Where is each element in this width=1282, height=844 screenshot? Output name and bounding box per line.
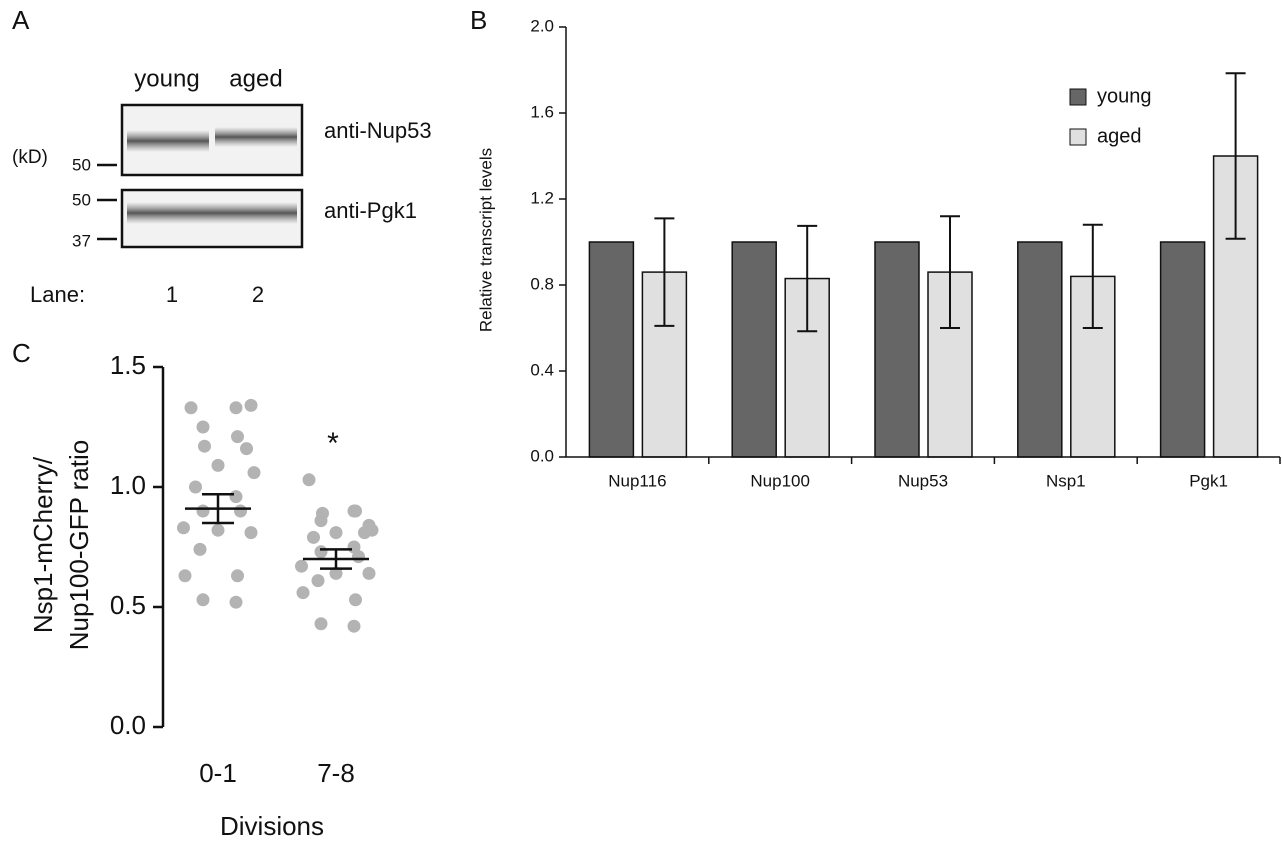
panel-label: A	[12, 5, 30, 35]
y-tick-label: 0.8	[530, 274, 554, 293]
data-point	[231, 569, 244, 582]
y-tick-label: 1.6	[530, 102, 554, 121]
legend-swatch	[1070, 89, 1086, 105]
data-point	[189, 481, 202, 494]
legend-label: aged	[1097, 125, 1142, 147]
marker-label: 50	[72, 155, 91, 174]
data-point	[240, 442, 253, 455]
y-axis-label: Nup100-GFP ratio	[64, 440, 94, 651]
data-point	[295, 560, 308, 573]
legend-label: young	[1097, 85, 1152, 107]
antibody-label: anti-Pgk1	[324, 198, 417, 223]
blot-band	[215, 127, 297, 147]
x-tick-label: Nup100	[750, 471, 810, 490]
data-point	[312, 574, 325, 587]
data-point	[197, 505, 210, 518]
data-point	[315, 545, 328, 558]
data-point	[185, 401, 198, 414]
data-point	[349, 593, 362, 606]
data-point	[245, 399, 258, 412]
data-point	[348, 620, 361, 633]
x-tick-label: Pgk1	[1189, 471, 1228, 490]
marker-label: 37	[72, 231, 91, 250]
x-tick-label: Nup53	[898, 471, 948, 490]
y-tick-label: 0.4	[530, 360, 554, 379]
data-point	[197, 593, 210, 606]
data-point	[231, 430, 244, 443]
lane-name: aged	[229, 65, 282, 92]
antibody-label: anti-Nup53	[324, 118, 432, 143]
x-tick-label: Nup116	[608, 471, 666, 490]
unit-label: (kD)	[12, 147, 48, 168]
x-tick-label: 7-8	[317, 758, 355, 788]
data-point	[307, 531, 320, 544]
blot-band	[127, 130, 209, 152]
lane-name: young	[134, 65, 199, 92]
data-point	[177, 521, 190, 534]
data-point	[352, 550, 365, 563]
panel-label: C	[12, 338, 31, 368]
bar	[589, 242, 633, 457]
y-tick-label: 0.0	[110, 710, 146, 740]
panel-label: B	[470, 5, 487, 35]
data-point	[230, 596, 243, 609]
bar	[1018, 242, 1062, 457]
lane-label: Lane:	[30, 282, 85, 307]
data-point	[234, 505, 247, 518]
data-point	[197, 421, 210, 434]
x-tick-label: Nsp1	[1046, 471, 1086, 490]
bar	[732, 242, 776, 457]
lane-number: 1	[166, 282, 178, 307]
data-point	[297, 586, 310, 599]
data-point	[212, 459, 225, 472]
data-point	[366, 524, 379, 537]
data-point	[315, 617, 328, 630]
blot-panel: A young aged anti-Nup53 anti-Pgk1 (kD) 5…	[12, 5, 432, 307]
x-tick-label: 0-1	[199, 758, 237, 788]
marker-label: 50	[72, 190, 91, 209]
data-point	[230, 490, 243, 503]
annotation: *	[327, 427, 339, 460]
data-point	[179, 569, 192, 582]
bar	[1161, 242, 1205, 457]
blot-band	[127, 202, 297, 224]
data-point	[245, 526, 258, 539]
data-point	[349, 505, 362, 518]
figure: A young aged anti-Nup53 anti-Pgk1 (kD) 5…	[0, 0, 1282, 844]
y-tick-label: 2.0	[530, 16, 554, 35]
y-tick-label: 1.2	[530, 188, 554, 207]
data-point	[330, 526, 343, 539]
y-axis-label: Nsp1-mCherry/	[28, 456, 58, 633]
data-point	[230, 401, 243, 414]
data-point	[212, 524, 225, 537]
y-tick-label: 1.5	[110, 350, 146, 380]
data-point	[248, 466, 261, 479]
bar	[875, 242, 919, 457]
y-tick-label: 0.0	[530, 446, 554, 465]
data-point	[194, 543, 207, 556]
data-point	[363, 567, 376, 580]
y-tick-label: 0.5	[110, 590, 146, 620]
lane-number: 2	[252, 282, 264, 307]
data-point	[198, 440, 211, 453]
y-tick-label: 1.0	[110, 470, 146, 500]
legend-swatch	[1070, 129, 1086, 145]
data-point	[303, 473, 316, 486]
y-axis-label: Relative transcript levels	[476, 148, 495, 332]
x-axis-label: Divisions	[220, 811, 324, 841]
data-point	[316, 507, 329, 520]
